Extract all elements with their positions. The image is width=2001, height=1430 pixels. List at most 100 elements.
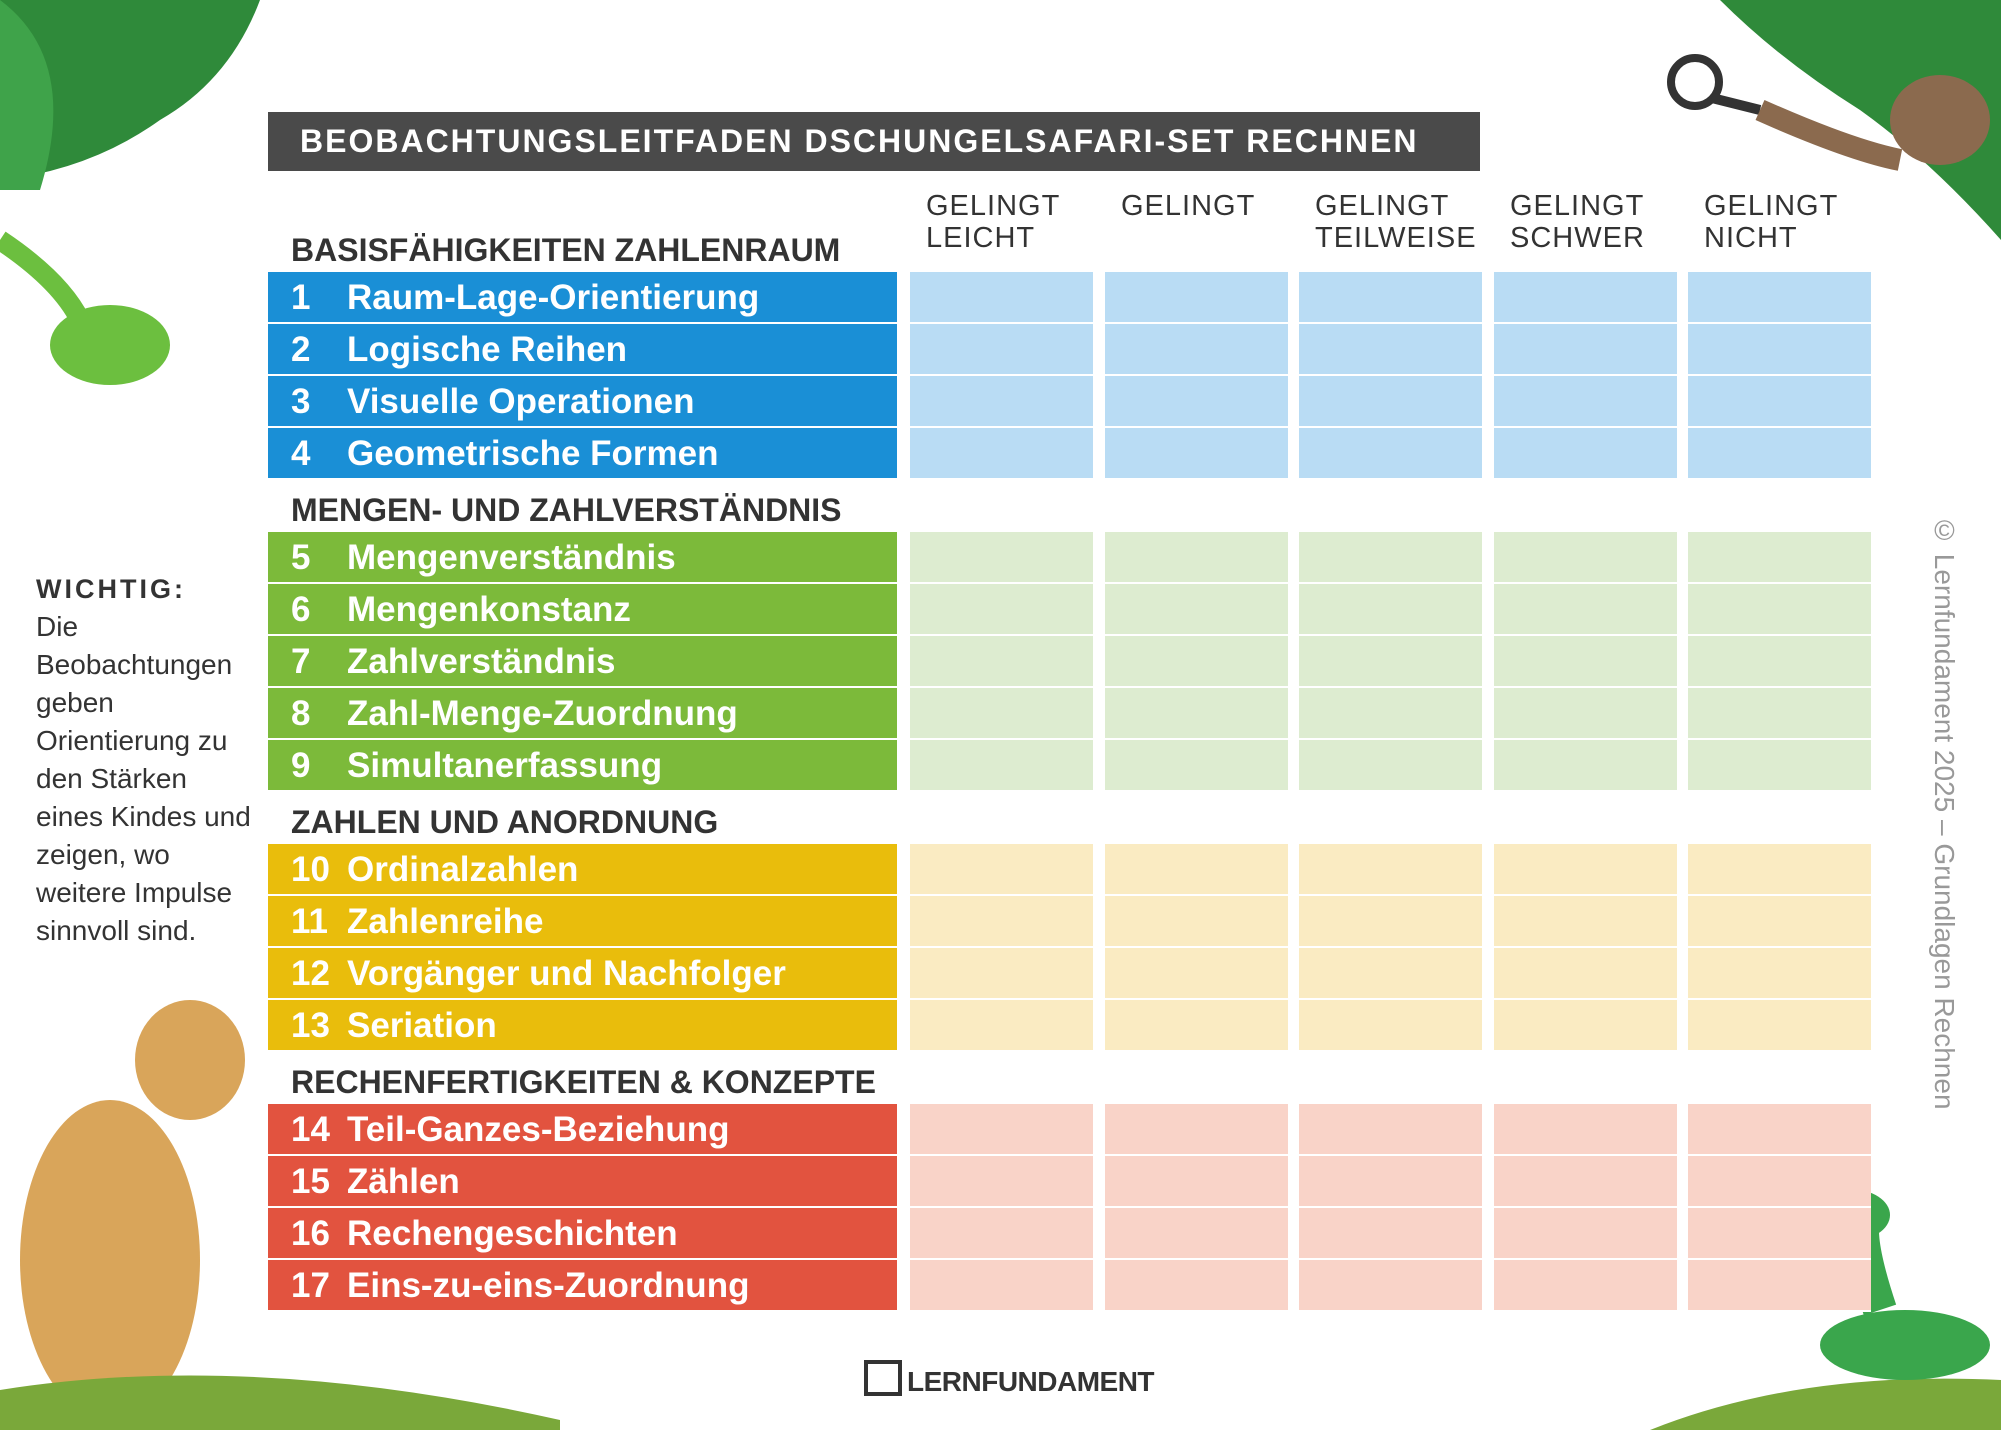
rating-cell [910, 1156, 1093, 1208]
rating-cell [1494, 376, 1677, 428]
rating-cell [1494, 272, 1677, 324]
item-label: 9 Simultanerfassung [268, 740, 897, 792]
item-text: Visuelle Operationen [347, 382, 695, 421]
section-title: ZAHLEN UND ANORDNUNG [291, 804, 719, 840]
rating-cell [1688, 584, 1871, 636]
item-number: 3 [291, 382, 311, 421]
item-text: Zahlenreihe [347, 902, 544, 941]
rating-cell [1105, 324, 1288, 376]
rating-cell [1494, 896, 1677, 948]
item-label: 13 Seriation [268, 1000, 897, 1052]
item-label: 10 Ordinalzahlen [268, 844, 897, 896]
rating-cell [1105, 272, 1288, 324]
section-title: RECHENFERTIGKEITEN & KONZEPTE [291, 1064, 876, 1100]
rating-cell [1494, 324, 1677, 376]
item-label: 4 Geometrische Formen [268, 428, 897, 480]
section-title: BASISFÄHIGKEITEN ZAHLENRAUM [291, 232, 841, 268]
rating-cell [1105, 636, 1288, 688]
rating-cell [1299, 584, 1482, 636]
rating-cell [1105, 688, 1288, 740]
column-header: GELINGT TEILWEISE [1315, 190, 1477, 254]
item-text: Simultanerfassung [347, 746, 663, 785]
column-header: GELINGT SCHWER [1510, 190, 1645, 254]
rating-cell [1105, 532, 1288, 584]
rating-cell [1105, 740, 1288, 792]
rating-cell [1105, 844, 1288, 896]
rating-cell [1494, 1000, 1677, 1052]
rating-cell [910, 948, 1093, 1000]
item-label: 14 Teil-Ganzes-Beziehung [268, 1104, 897, 1156]
item-label: 2 Logische Reihen [268, 324, 897, 376]
item-number: 14 [291, 1110, 330, 1149]
rating-cell [1299, 740, 1482, 792]
rating-cell [1299, 324, 1482, 376]
item-label: 6 Mengenkonstanz [268, 584, 897, 636]
item-text: Eins-zu-eins-Zuordnung [347, 1266, 750, 1305]
rating-cell [910, 584, 1093, 636]
item-number: 9 [291, 746, 311, 785]
rating-cell [910, 376, 1093, 428]
rating-cell [1688, 428, 1871, 480]
rating-cell [1688, 272, 1871, 324]
rating-cell [1299, 1156, 1482, 1208]
item-label: 17 Eins-zu-eins-Zuordnung [268, 1260, 897, 1312]
item-number: 2 [291, 330, 311, 369]
rating-cell [1105, 1208, 1288, 1260]
item-number: 7 [291, 642, 311, 681]
item-label: 1 Raum-Lage-Orientierung [268, 272, 897, 324]
rating-cell [1494, 428, 1677, 480]
rating-cell [1494, 740, 1677, 792]
item-number: 13 [291, 1006, 330, 1045]
rating-cell [1688, 1104, 1871, 1156]
item-label: 11 Zahlenreihe [268, 896, 897, 948]
rating-cell [1688, 896, 1871, 948]
rating-cell [1688, 376, 1871, 428]
rating-cell [1688, 532, 1871, 584]
item-label: 16 Rechengeschichten [268, 1208, 897, 1260]
column-header: GELINGT NICHT [1704, 190, 1838, 254]
rating-cell [910, 1208, 1093, 1260]
rating-cell [1299, 844, 1482, 896]
item-text: Rechengeschichten [347, 1214, 678, 1253]
rating-cell [910, 740, 1093, 792]
rating-cell [1299, 428, 1482, 480]
item-text: Zahl-Menge-Zuordnung [347, 694, 738, 733]
item-text: Teil-Ganzes-Beziehung [347, 1110, 730, 1149]
title: BEOBACHTUNGSLEITFADEN DSCHUNGELSAFARI-SE… [268, 112, 1480, 171]
item-text: Mengenkonstanz [347, 590, 631, 629]
rating-cell [1299, 1260, 1482, 1312]
item-text: Raum-Lage-Orientierung [347, 278, 760, 317]
item-text: Geometrische Formen [347, 434, 719, 473]
rating-cell [1299, 376, 1482, 428]
rating-cell [1105, 896, 1288, 948]
rating-cell [1105, 1000, 1288, 1052]
item-number: 1 [291, 278, 311, 317]
rating-cell [910, 1260, 1093, 1312]
item-number: 4 [291, 434, 311, 473]
rating-cell [910, 272, 1093, 324]
rating-cell [1105, 1104, 1288, 1156]
rating-cell [1688, 1208, 1871, 1260]
rating-cell [1299, 532, 1482, 584]
rating-cell [1299, 1208, 1482, 1260]
rating-cell [1494, 636, 1677, 688]
rating-cell [1688, 948, 1871, 1000]
rating-cell [1688, 1000, 1871, 1052]
rating-cell [1299, 1000, 1482, 1052]
logo: LERNFUNDAMENT [907, 1366, 1155, 1397]
note: WICHTIG: Die Beobachtungen geben Orientie… [36, 570, 256, 950]
item-label: 12 Vorgänger und Nachfolger [268, 948, 897, 1000]
rating-cell [1105, 428, 1288, 480]
item-text: Seriation [347, 1006, 497, 1045]
item-text: Vorgänger und Nachfolger [347, 954, 786, 993]
item-label: 5 Mengenverständnis [268, 532, 897, 584]
rating-cell [1105, 948, 1288, 1000]
rating-cell [1105, 1156, 1288, 1208]
rating-cell [1494, 1156, 1677, 1208]
rating-cell [910, 324, 1093, 376]
rating-cell [1494, 1260, 1677, 1312]
copyright: © Lernfundament 2025 – Grundlagen Rechne… [1929, 515, 1960, 1110]
rating-cell [910, 896, 1093, 948]
note-text: Die Beobachtungen geben Orientierung zu … [36, 611, 251, 946]
